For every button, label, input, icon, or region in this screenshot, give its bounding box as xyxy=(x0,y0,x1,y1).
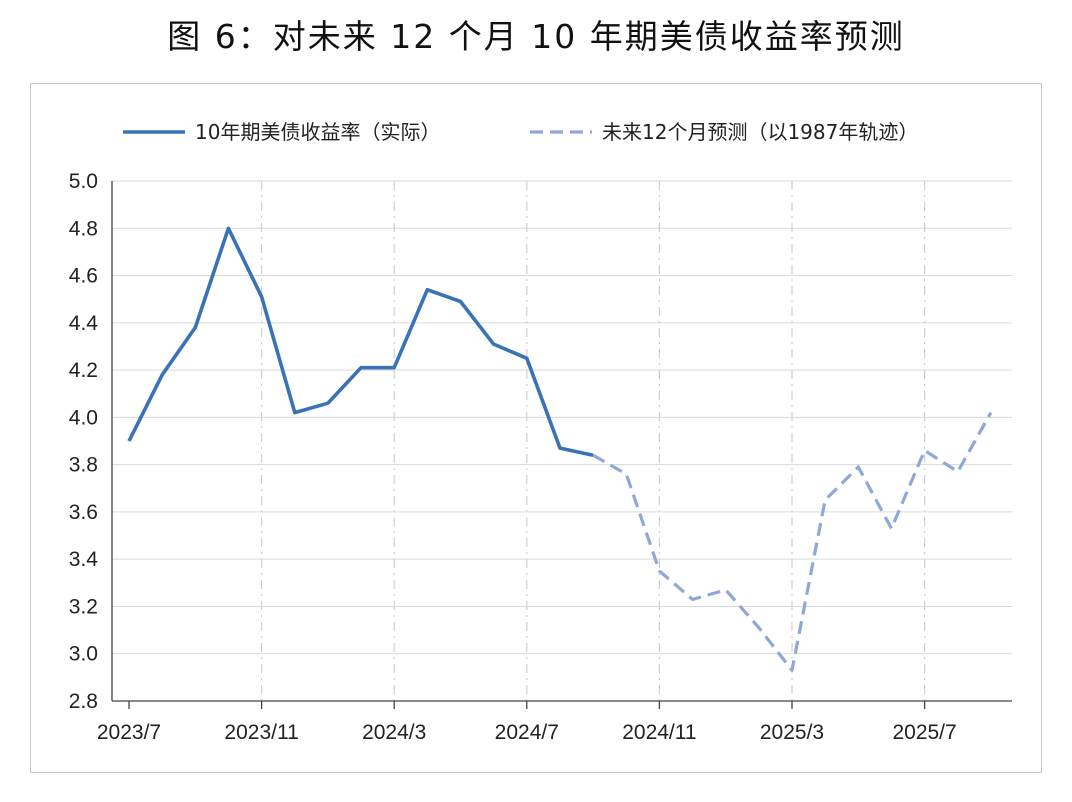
series-actual-line xyxy=(127,226,594,457)
legend-label-forecast: 未来12个月预测（以1987年轨迹） xyxy=(602,120,918,144)
chart-frame xyxy=(30,83,1042,773)
x-tick-label: 2024/11 xyxy=(622,721,696,744)
y-tick-label: 4.2 xyxy=(69,359,98,382)
y-tick-label: 4.4 xyxy=(69,312,99,335)
x-tick-label: 2024/7 xyxy=(495,721,559,744)
y-tick-label: 4.8 xyxy=(69,217,98,240)
y-tick-label: 5.0 xyxy=(69,170,98,193)
legend-label-actual: 10年期美债收益率（实际） xyxy=(195,120,440,144)
x-tick-label: 2025/3 xyxy=(760,721,824,744)
x-tick-label: 2023/11 xyxy=(224,721,298,744)
y-tick-label: 3.6 xyxy=(69,501,98,524)
y-tick-label: 4.6 xyxy=(69,265,98,288)
x-tick-label: 2025/7 xyxy=(892,721,956,744)
y-tick-label: 3.0 xyxy=(69,643,98,666)
y-tick-label: 3.8 xyxy=(69,454,98,477)
y-tick-label: 4.0 xyxy=(69,406,98,429)
x-tick-label: 2023/7 xyxy=(97,721,161,744)
chart-title: 图 6：对未来 12 个月 10 年期美债收益率预测 xyxy=(167,17,905,56)
y-tick-label: 3.4 xyxy=(69,548,99,571)
y-tick-label: 2.8 xyxy=(69,690,98,713)
series-forecast-line xyxy=(592,411,993,672)
y-tick-label: 3.2 xyxy=(69,595,98,618)
x-tick-label: 2024/3 xyxy=(362,721,426,744)
